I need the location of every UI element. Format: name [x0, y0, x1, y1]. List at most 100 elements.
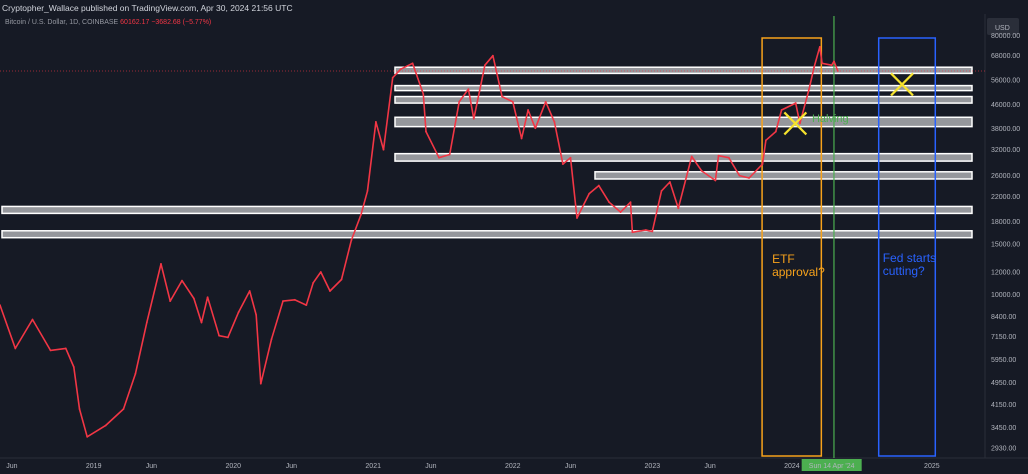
price-point — [748, 177, 750, 179]
price-point — [491, 54, 494, 57]
fed-annotation-label: cutting? — [883, 264, 925, 278]
price-point — [833, 60, 835, 63]
price-point — [305, 304, 308, 307]
x-axis-ticks: Jun 2019 Jun 2020 Jun 2021 Jun 2022 Jun 2023 Jun 20… — [6, 459, 940, 471]
price-point — [717, 154, 720, 157]
price-point — [544, 100, 547, 103]
currency-label-box — [987, 18, 1019, 35]
y-tick-label: 10000.00 — [991, 292, 1020, 299]
price-point — [727, 156, 730, 159]
price-point — [340, 278, 343, 281]
zone-0 — [394, 66, 973, 75]
zone-2 — [394, 95, 973, 104]
price-point — [206, 296, 209, 299]
price-point — [360, 213, 362, 216]
price-point — [794, 102, 797, 104]
zone-1 — [394, 84, 973, 92]
price-point — [181, 279, 183, 282]
y-tick-label: 68000.00 — [991, 53, 1020, 60]
zone-4 — [394, 152, 973, 162]
zones-layer — [1, 66, 973, 239]
price-point — [382, 148, 385, 151]
publisher-header: Cryptopher_Wallace published on TradingV… — [2, 3, 293, 13]
price-point — [553, 120, 556, 123]
y-tick-label: 7150.00 — [991, 334, 1016, 341]
y-tick-label: 4950.00 — [991, 380, 1016, 387]
y-tick-label: 18000.00 — [991, 219, 1020, 226]
price-point — [399, 68, 402, 71]
halving-annotation-label: Halving — [812, 113, 849, 125]
price-point — [122, 408, 125, 410]
price-point — [49, 349, 52, 352]
price-point — [821, 62, 824, 65]
price-point — [799, 122, 801, 125]
price-point — [293, 298, 296, 301]
price-point — [774, 130, 777, 133]
price-point — [569, 156, 572, 159]
price-point — [619, 211, 622, 213]
price-point — [576, 217, 578, 219]
price-point — [200, 321, 203, 324]
x-tick-label: 2019 — [86, 463, 102, 470]
price-series-line — [0, 45, 839, 438]
crosshair-date-box — [801, 459, 862, 471]
price-point — [0, 304, 1, 307]
price-point — [104, 424, 107, 427]
price-point — [660, 189, 663, 192]
price-change: −3682.68 (−5.77%) — [151, 19, 212, 26]
price-point — [669, 181, 671, 183]
price-point — [472, 117, 475, 120]
price-point — [255, 314, 258, 316]
price-point — [836, 70, 839, 72]
price-point — [700, 169, 703, 172]
x-tick-label: 2022 — [505, 463, 521, 470]
price-point — [218, 334, 221, 337]
price-point — [761, 163, 764, 166]
price-point — [738, 174, 741, 177]
x-tick-label: Jun — [565, 463, 576, 470]
price-point — [374, 120, 377, 123]
price-point — [830, 64, 833, 67]
cross-stroke — [783, 111, 808, 136]
x-tick-label: 2024 — [784, 463, 800, 470]
price-point — [145, 321, 148, 324]
price-point — [78, 408, 81, 410]
y-tick-label: 3450.00 — [991, 425, 1016, 432]
y-tick-label: 80000.00 — [991, 33, 1020, 40]
symbol-name: Bitcoin / U.S. Dollar, 1D, COINBASE — [5, 19, 119, 26]
price-point — [597, 184, 600, 187]
x-tick-label: Jun — [146, 463, 157, 470]
price-point — [86, 435, 89, 438]
price-point — [270, 338, 273, 341]
x-tick-label: 2023 — [645, 463, 661, 470]
y-tick-label: 56000.00 — [991, 77, 1020, 84]
cross-mark-fed — [890, 72, 914, 97]
price-point — [448, 153, 451, 156]
annotation-boxes — [0, 16, 985, 458]
crosshair-date-label: Sun 14 Apr '24 — [809, 463, 855, 470]
price-point — [690, 155, 693, 158]
zone-3 — [394, 116, 973, 128]
y-tick-label: 8400.00 — [991, 314, 1016, 321]
price-point — [226, 336, 229, 339]
price-point — [651, 230, 654, 233]
price-point — [169, 300, 172, 303]
price-point — [329, 290, 331, 292]
price-point — [350, 239, 353, 241]
price-point — [14, 347, 17, 350]
y-tick-label: 26000.00 — [991, 173, 1020, 180]
price-point — [237, 311, 240, 313]
price-point — [134, 372, 137, 375]
y-tick-label: 5950.00 — [991, 357, 1016, 364]
x-tick-label: Jun — [425, 463, 436, 470]
price-point — [282, 300, 284, 303]
price-point — [520, 137, 523, 140]
price-point — [319, 271, 322, 273]
symbol-legend: Bitcoin / U.S. Dollar, 1D, COINBASE 6016… — [5, 19, 211, 26]
etf-annotation-label: approval? — [772, 265, 825, 279]
cross-stroke — [890, 72, 914, 97]
price-point — [425, 130, 427, 133]
price-point — [72, 366, 75, 368]
price-point — [411, 62, 414, 65]
